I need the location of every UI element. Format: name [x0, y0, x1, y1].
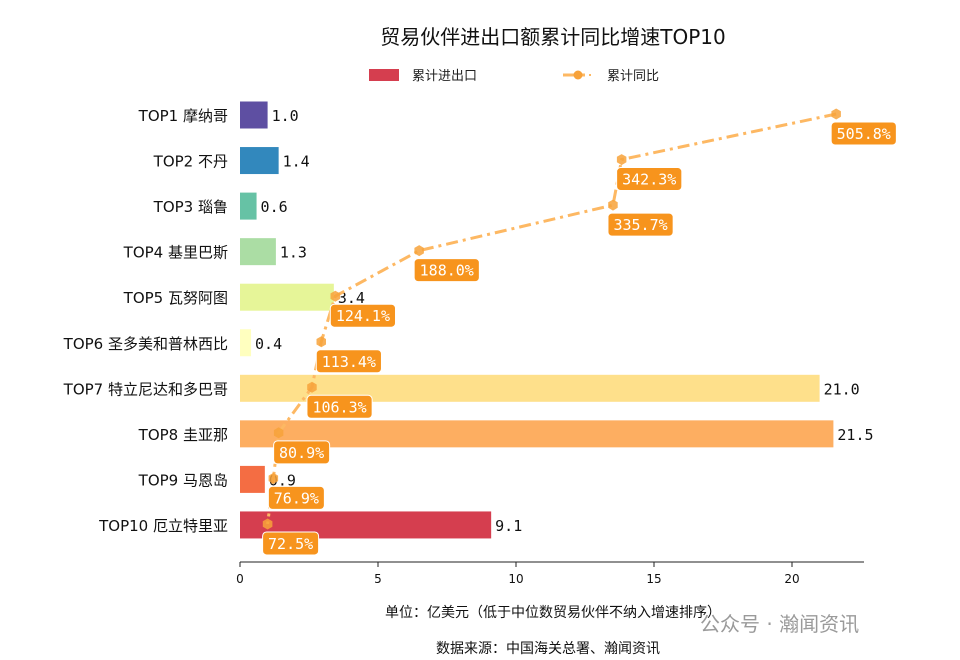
growth-label-box	[607, 212, 674, 237]
growth-marker	[831, 108, 841, 120]
growth-label: 342.3%	[622, 171, 676, 189]
y-tick-label: TOP1 摩纳哥	[138, 107, 228, 125]
x-axis-ticks: 0 5 10 15 20	[236, 562, 800, 586]
growth-label: 72.5%	[268, 535, 313, 553]
x-tick-label: 5	[374, 572, 382, 586]
growth-marker	[262, 518, 273, 530]
bar-value-label: 0.6	[261, 198, 288, 216]
growth-marker	[268, 472, 279, 484]
bar	[240, 101, 268, 129]
y-axis-labels: TOP1 摩纳哥 TOP2 不丹 TOP3 瑙鲁 TOP4 基里巴斯 TOP5 瓦努阿图…	[63, 107, 228, 535]
growth-label-box	[262, 531, 320, 556]
bar	[240, 192, 257, 220]
growth-label: 80.9%	[279, 444, 324, 462]
growth-label-box	[830, 121, 897, 146]
y-tick-label: TOP3 瑙鲁	[153, 198, 228, 216]
growth-label-box	[616, 167, 683, 192]
legend-bar-swatch	[369, 69, 399, 81]
growth-label-box	[273, 440, 331, 465]
growth-marker	[616, 154, 627, 166]
bar	[240, 420, 834, 448]
y-tick-label: TOP10 厄立特里亚	[98, 517, 228, 535]
growth-label-box	[315, 349, 382, 374]
bar-value-label: 21.5	[837, 426, 873, 444]
bar-value-label: 1.0	[272, 107, 299, 125]
bar-value-label: 1.4	[283, 153, 310, 171]
chart-title: 贸易伙伴进出口额累计同比增速TOP10	[380, 25, 725, 49]
growth-marker	[414, 245, 424, 257]
growth-label-box	[306, 394, 373, 419]
bar-value-label: 21.0	[824, 380, 860, 398]
y-tick-label: TOP2 不丹	[153, 153, 228, 171]
growth-marker	[608, 199, 618, 211]
bar	[240, 465, 265, 493]
growth-line: 505.8% 342.3% 335.7% 188.0% 124.1% 113.4% 106.…	[262, 108, 897, 556]
growth-marker	[330, 290, 341, 302]
growth-label: 76.9%	[274, 489, 319, 507]
x-tick-label: 20	[784, 572, 799, 586]
source-note: 数据来源：中国海关总署、瀚闻资讯	[436, 641, 660, 657]
bar-value-label: 3.4	[338, 289, 365, 307]
bar	[240, 147, 279, 175]
bar-value-label: 9.1	[495, 517, 522, 535]
growth-label: 505.8%	[837, 125, 891, 143]
y-tick-label: TOP7 特立尼达和多巴哥	[63, 380, 228, 398]
watermark: 公众号 · 瀚闻资讯	[700, 612, 860, 636]
growth-marker	[316, 336, 326, 348]
y-tick-label: TOP8 圭亚那	[138, 426, 228, 444]
y-tick-label: TOP6 圣多美和普林西比	[63, 335, 228, 353]
growth-label: 106.3%	[312, 398, 366, 416]
legend-line-marker	[573, 70, 583, 80]
growth-marker	[273, 427, 284, 439]
growth-marker	[307, 381, 317, 393]
growth-label: 113.4%	[322, 353, 376, 371]
growth-label-box	[267, 485, 325, 510]
bar	[240, 238, 276, 266]
legend-line-dot	[589, 74, 591, 76]
growth-label: 335.7%	[613, 216, 667, 234]
legend-bar-label: 累计进出口	[412, 69, 477, 84]
x-axis-label: 单位：亿美元（低于中位数贸易伙伴不纳入增速排序）	[385, 605, 721, 621]
bar-value-label: 0.4	[255, 335, 282, 353]
x-tick-label: 10	[508, 572, 523, 586]
growth-label: 188.0%	[420, 262, 474, 280]
growth-label-box	[413, 258, 480, 283]
y-tick-label: TOP4 基里巴斯	[123, 244, 228, 262]
legend-line-label: 累计同比	[607, 69, 659, 84]
legend: 累计进出口 累计同比	[369, 69, 659, 84]
bar	[240, 283, 334, 311]
growth-label: 124.1%	[336, 307, 390, 325]
bars: 1.01.40.61.33.40.421.021.50.99.1	[240, 101, 874, 539]
growth-label-box	[329, 303, 397, 328]
x-tick-label: 15	[646, 572, 661, 586]
y-tick-label: TOP5 瓦努阿图	[123, 289, 228, 307]
y-tick-label: TOP9 马恩岛	[138, 471, 228, 489]
bar	[240, 329, 252, 357]
bar-value-label: 1.3	[280, 244, 307, 262]
x-tick-label: 0	[236, 572, 244, 586]
